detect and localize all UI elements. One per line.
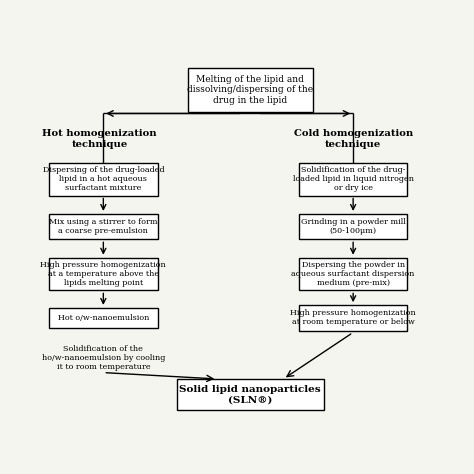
Text: Dispersing of the drug-loaded
lipid in a hot aqueous
surfactant mixture: Dispersing of the drug-loaded lipid in a… (43, 166, 164, 192)
FancyBboxPatch shape (299, 163, 407, 196)
Text: Melting of the lipid and
dissolving/dispersing of the
drug in the lipid: Melting of the lipid and dissolving/disp… (187, 75, 313, 105)
FancyBboxPatch shape (188, 68, 313, 111)
Text: Grinding in a powder mill
(50-100μm): Grinding in a powder mill (50-100μm) (301, 218, 405, 235)
Text: Solidification of the drug-
loaded lipid in liquid nitrogen
or dry ice: Solidification of the drug- loaded lipid… (292, 166, 414, 192)
FancyBboxPatch shape (299, 214, 407, 239)
Text: High pressure homogenization
at room temperature or below: High pressure homogenization at room tem… (290, 309, 416, 327)
Text: Cold homogenization
technique: Cold homogenization technique (293, 129, 413, 149)
FancyBboxPatch shape (177, 379, 324, 410)
FancyBboxPatch shape (299, 305, 407, 331)
Text: Dispersing the powder in
aqueous surfactant dispersion
medium (pre-mix): Dispersing the powder in aqueous surfact… (292, 261, 415, 287)
Text: High pressure homogenization
at a temperature above the
lipids melting point: High pressure homogenization at a temper… (40, 261, 166, 287)
FancyBboxPatch shape (299, 258, 407, 291)
FancyBboxPatch shape (49, 258, 157, 291)
Text: Solid lipid nanoparticles
(SLN®): Solid lipid nanoparticles (SLN®) (180, 385, 321, 404)
FancyBboxPatch shape (49, 308, 157, 328)
Text: Hot o/w-nanoemulsion: Hot o/w-nanoemulsion (58, 314, 149, 322)
Text: Solidification of the
ho/w-nanoemulsion by cooling
it to room temperature: Solidification of the ho/w-nanoemulsion … (42, 345, 165, 371)
Text: Hot homogenization
technique: Hot homogenization technique (42, 129, 157, 149)
FancyBboxPatch shape (49, 163, 157, 196)
Text: Mix using a stirrer to form
a coarse pre-emulsion: Mix using a stirrer to form a coarse pre… (49, 218, 157, 235)
FancyBboxPatch shape (49, 214, 157, 239)
